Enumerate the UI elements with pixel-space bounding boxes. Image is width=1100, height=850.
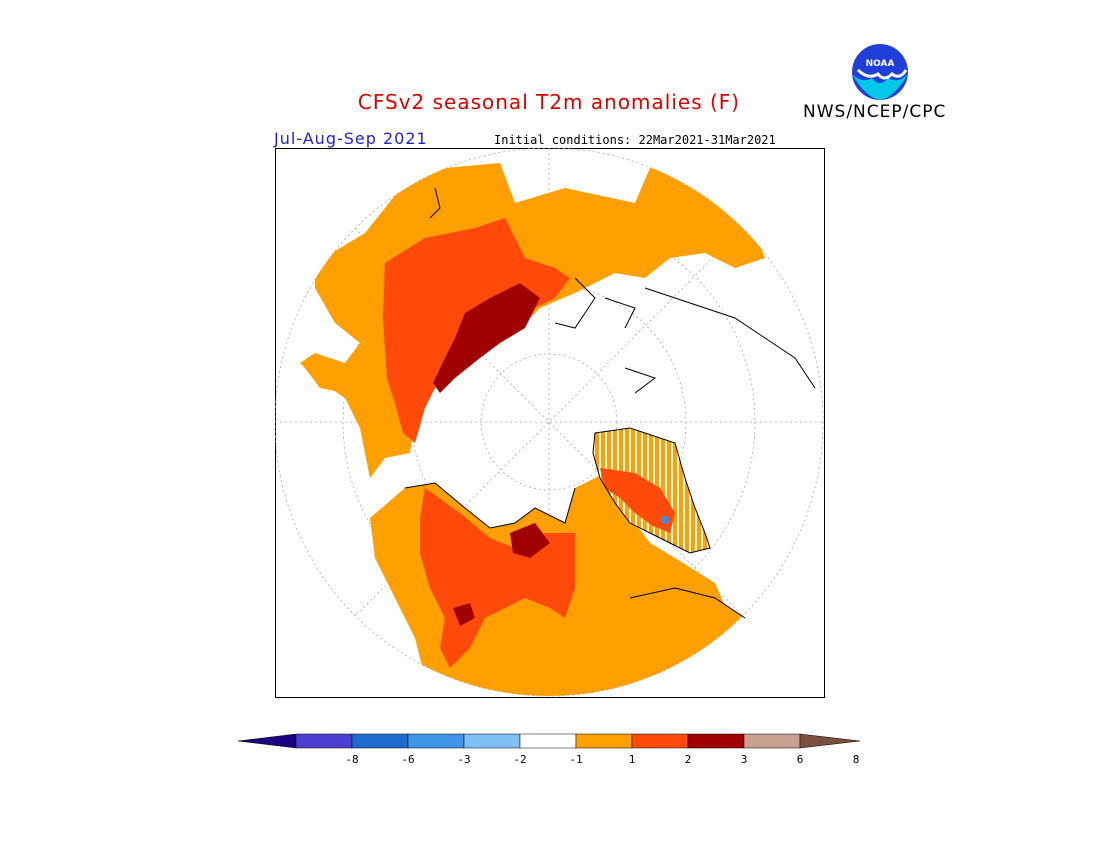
north-america-very-hot bbox=[510, 523, 550, 558]
colorbar-high-arrow bbox=[799, 733, 861, 749]
north-america-very-hot-2 bbox=[453, 603, 475, 626]
anomaly-fields bbox=[300, 163, 765, 696]
greenland-cold-spot bbox=[661, 516, 669, 524]
colorbar-tick-label: -3 bbox=[457, 753, 470, 766]
colorbar-tick-label: -8 bbox=[345, 753, 358, 766]
colorbar-swatch bbox=[407, 733, 465, 749]
initial-conditions-label: Initial conditions: 22Mar2021-31Mar2021 bbox=[494, 133, 776, 147]
color-scale-legend: -8 -6 -3 -2 -1 1 2 3 6 8 bbox=[238, 733, 861, 766]
noaa-logo-text: NOAA bbox=[866, 59, 895, 69]
map-title-text: CFSv2 seasonal T2m anomalies (F) bbox=[357, 90, 741, 114]
colorbar-tick-label: 8 bbox=[853, 753, 860, 766]
colorbar-low-arrow bbox=[238, 733, 297, 749]
colorbar-tick-label: 1 bbox=[629, 753, 636, 766]
map-title: CFSv2 seasonal T2m anomalies (F) bbox=[0, 90, 1100, 114]
noaa-logo: NOAA bbox=[850, 42, 910, 102]
agency-label: NWS/NCEP/CPC bbox=[803, 102, 947, 122]
colorbar-tick-label: -1 bbox=[569, 753, 582, 766]
colorbar-swatch bbox=[351, 733, 409, 749]
colorbar-tick-label: 6 bbox=[797, 753, 804, 766]
colorbar-tick-label: -6 bbox=[401, 753, 414, 766]
north-america-hot-core bbox=[420, 488, 575, 668]
eurasia-very-hot bbox=[433, 283, 540, 393]
colorbar-tick-label: 2 bbox=[685, 753, 692, 766]
colorbar-swatch bbox=[743, 733, 801, 749]
colorbar-tick-label: 3 bbox=[741, 753, 748, 766]
alaska-warm-region bbox=[305, 363, 355, 393]
colorbar-tick-label: -2 bbox=[513, 753, 526, 766]
colorbar-swatch bbox=[575, 733, 633, 749]
polar-anomaly-map bbox=[275, 148, 825, 698]
europe-warm-region bbox=[620, 588, 745, 688]
colorbar-swatch bbox=[519, 733, 577, 749]
coastlines bbox=[404, 187, 816, 619]
colorbar-swatch bbox=[687, 733, 745, 749]
greenland-hot-core bbox=[600, 468, 675, 533]
season-label: Jul-Aug-Sep 2021 bbox=[274, 129, 428, 148]
colorbar-swatch bbox=[295, 733, 353, 749]
colorbar-swatch bbox=[631, 733, 689, 749]
colorbar-swatch bbox=[463, 733, 521, 749]
